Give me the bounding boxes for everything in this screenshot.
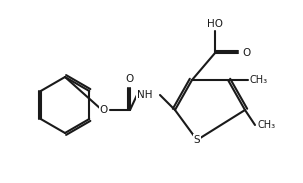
Text: O: O [100, 105, 108, 115]
Text: O: O [242, 48, 250, 58]
Text: HO: HO [207, 19, 223, 29]
Text: S: S [194, 135, 200, 145]
Text: CH₃: CH₃ [257, 120, 275, 130]
Text: CH₃: CH₃ [250, 75, 268, 85]
Text: NH: NH [136, 90, 152, 100]
Text: O: O [126, 74, 134, 84]
